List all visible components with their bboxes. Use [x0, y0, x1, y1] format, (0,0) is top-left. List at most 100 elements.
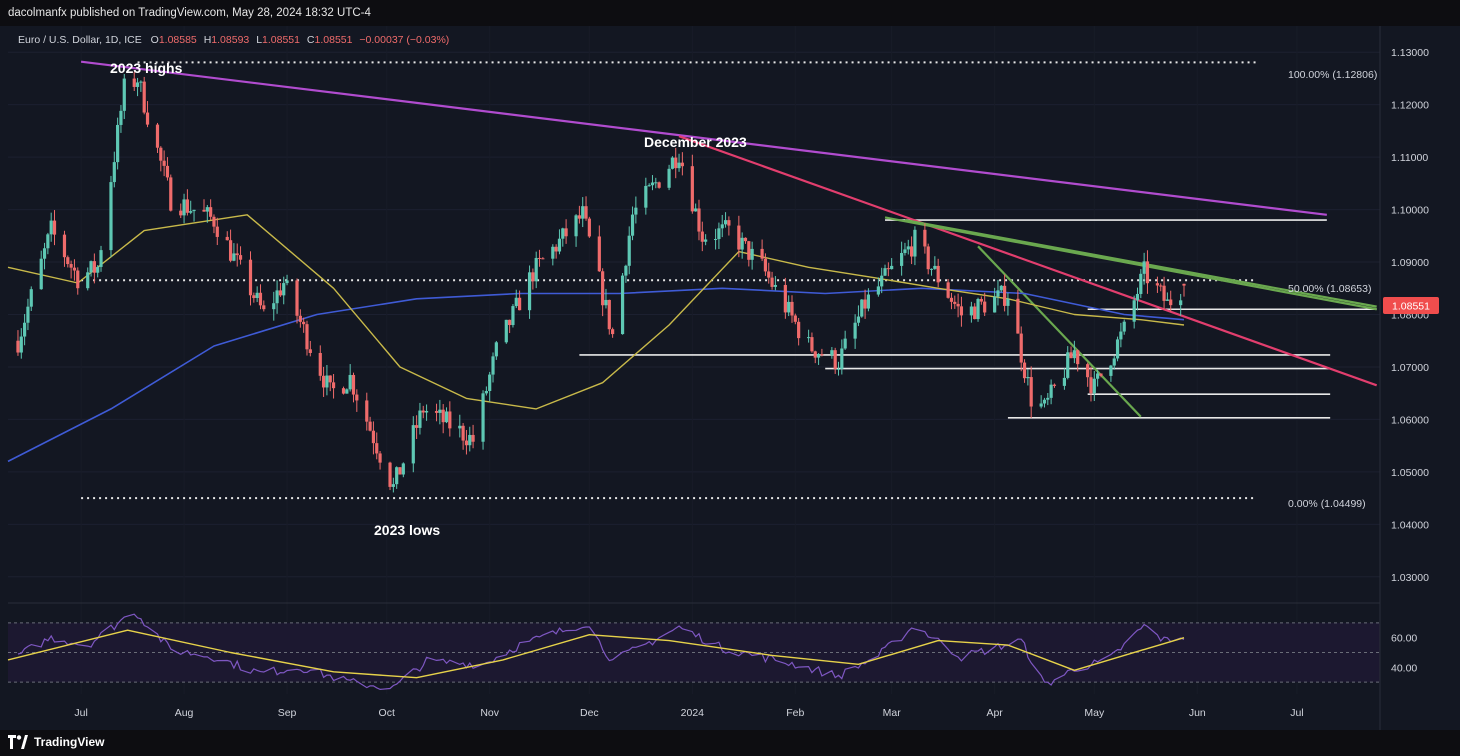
candle-down	[351, 374, 356, 395]
candle-up	[713, 239, 718, 241]
candle-up	[1135, 293, 1140, 301]
candle-up	[348, 374, 352, 390]
candle-down	[1099, 373, 1103, 376]
candle-down	[886, 268, 890, 270]
trendline-purple	[80, 60, 1327, 216]
candle-down	[185, 199, 189, 213]
candle-up	[401, 463, 405, 475]
trendline-red	[678, 135, 1378, 387]
candle-down	[577, 215, 581, 219]
price-chart[interactable]: 2023 highs December 2023 2023 lows 100.0…	[0, 26, 1460, 730]
candle-up	[634, 207, 638, 215]
candle-down	[770, 277, 774, 287]
candle-down	[763, 258, 768, 272]
candle-down	[215, 226, 219, 237]
candle-down	[341, 388, 346, 394]
candle-up	[740, 237, 744, 250]
candle-up	[630, 214, 635, 236]
candle-up	[39, 258, 43, 290]
candle-down	[973, 306, 977, 320]
time-axis: Jul Aug Sep Oct Nov Dec 2024 Feb Mar Apr May Jun Jul	[74, 707, 1303, 719]
candle-down	[1162, 285, 1166, 301]
price-tick-label: 1.11000	[1391, 152, 1428, 164]
candle-down	[587, 218, 591, 237]
time-tick-label: Mar	[883, 707, 902, 719]
candle-up	[551, 246, 555, 259]
candle-up	[1006, 298, 1010, 306]
candle-up	[527, 272, 532, 311]
candle-down	[1086, 364, 1090, 378]
candle-up	[906, 246, 910, 250]
rsi-pane	[7, 613, 1380, 691]
candle-up	[19, 336, 23, 353]
candle-up	[654, 182, 658, 184]
candle-up	[99, 250, 103, 267]
price-tick-label: 1.12000	[1391, 100, 1429, 112]
candle-up	[468, 434, 472, 446]
candle-up	[1066, 352, 1070, 378]
candle-up	[26, 306, 30, 323]
candle-up	[969, 306, 973, 316]
candle-down	[956, 303, 960, 307]
candle-down	[278, 290, 283, 296]
candle-up	[424, 411, 429, 413]
candle-up	[1139, 273, 1143, 294]
candle-up	[1026, 377, 1030, 379]
candle-up	[999, 285, 1003, 291]
time-tick-label: May	[1084, 707, 1105, 719]
candle-down	[747, 241, 751, 260]
candle-down	[318, 352, 322, 376]
moving-average-slow-line	[7, 287, 1185, 463]
candle-down	[1145, 261, 1150, 284]
candle-down	[441, 409, 445, 423]
candle-up	[677, 162, 681, 169]
candle-down	[813, 351, 817, 358]
candle-up	[604, 299, 608, 306]
candle-down	[607, 299, 611, 330]
candle-up	[816, 354, 821, 358]
price-tick-label: 1.05000	[1391, 467, 1429, 479]
candles	[16, 71, 1186, 493]
candle-down	[169, 177, 173, 211]
candle-down	[321, 375, 326, 388]
candle-down	[743, 237, 748, 242]
tradingview-logo[interactable]: TradingView	[8, 735, 104, 749]
candle-up	[866, 294, 871, 309]
candle-up	[1092, 378, 1096, 394]
candle-down	[926, 246, 930, 270]
fib-0-label: 0.00% (1.04499)	[1288, 498, 1366, 510]
candle-up	[1109, 365, 1113, 376]
candle-up	[860, 299, 864, 317]
candle-up	[929, 268, 934, 270]
time-tick-label: Feb	[786, 707, 804, 719]
price-tick-label: 1.10000	[1391, 205, 1429, 217]
candle-down	[69, 264, 73, 268]
candle-down	[434, 411, 439, 413]
trendline-green	[904, 218, 1377, 308]
candle-up	[285, 280, 289, 284]
fib-50-label: 50.00% (1.08653)	[1288, 283, 1371, 295]
candle-up	[481, 393, 485, 442]
candle-down	[228, 240, 233, 261]
candle-down	[537, 257, 542, 259]
candle-down	[52, 220, 57, 235]
candle-up	[1142, 261, 1146, 274]
candle-up	[830, 350, 834, 356]
candle-up	[86, 272, 90, 289]
candle-down	[727, 220, 731, 226]
candle-down	[202, 209, 206, 212]
candle-down	[946, 282, 950, 298]
open-label: O	[151, 34, 159, 46]
candle-down	[238, 255, 243, 260]
time-tick-label: Aug	[175, 707, 194, 719]
candle-down	[1159, 285, 1163, 287]
candle-up	[890, 265, 894, 270]
trendline-green	[977, 245, 1142, 418]
candle-down	[909, 246, 914, 257]
candle-up	[46, 234, 50, 249]
rsi-line	[17, 613, 1185, 691]
candle-up	[438, 409, 442, 413]
candle-down	[179, 210, 183, 216]
time-tick-label: Jul	[74, 707, 87, 719]
close-value: 1.08551	[315, 34, 353, 46]
